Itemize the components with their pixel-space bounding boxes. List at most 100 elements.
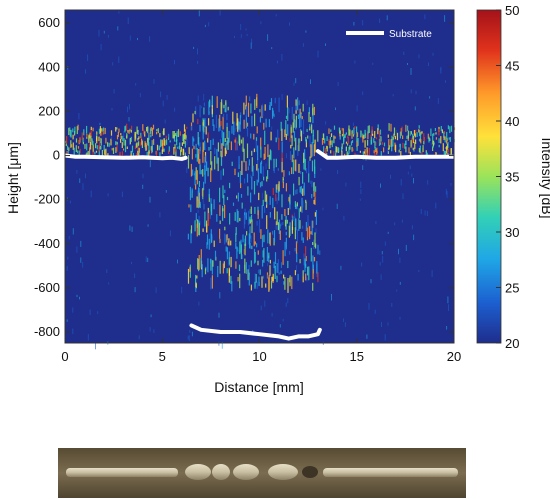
intensity-streak [237,277,239,282]
intensity-streak [275,158,277,168]
intensity-streak [225,100,227,106]
background-speckle [78,112,80,120]
intensity-streak [300,130,303,142]
background-speckle [85,69,86,74]
intensity-streak [236,246,238,259]
intensity-streak [124,145,127,153]
background-speckle [337,82,339,87]
intensity-streak [212,138,214,145]
intensity-streak [348,125,350,131]
intensity-streak [241,160,243,175]
intensity-streak [228,238,230,246]
background-speckle [362,19,364,26]
background-speckle [221,341,223,349]
intensity-streak [211,275,213,289]
background-speckle [218,341,220,346]
intensity-streak [230,141,232,151]
intensity-streak [204,211,206,227]
intensity-streak [116,145,118,152]
intensity-streak [251,115,253,127]
intensity-streak [377,128,379,135]
intensity-streak [148,150,150,158]
intensity-streak [390,139,392,147]
intensity-streak [234,139,236,143]
intensity-streak [237,192,239,202]
intensity-streak [244,178,246,184]
intensity-streak [120,139,122,143]
intensity-streak [282,250,284,265]
intensity-streak [375,137,378,140]
background-speckle [399,316,401,320]
background-speckle [82,262,84,268]
intensity-streak [195,274,197,283]
intensity-streak [412,133,414,140]
intensity-streak [105,137,107,144]
intensity-streak [343,137,345,145]
intensity-streak [223,132,225,147]
background-speckle [142,173,144,179]
background-speckle [288,108,290,114]
intensity-streak [216,149,218,164]
background-speckle [359,198,361,201]
background-speckle [261,103,263,108]
background-speckle [219,292,221,299]
intensity-streak [312,112,314,123]
intensity-streak [435,137,437,140]
intensity-streak [244,243,246,256]
photo-groove-right [323,468,458,477]
intensity-streak [226,268,228,274]
intensity-streak [419,145,421,154]
intensity-streak [406,135,408,139]
intensity-streak [203,102,205,107]
intensity-streak [231,125,233,134]
background-speckle [281,93,283,100]
intensity-streak [314,197,316,205]
intensity-streak [305,256,307,262]
intensity-streak [101,128,103,132]
intensity-streak [232,202,235,206]
intensity-streak [225,234,227,243]
intensity-streak [443,131,446,135]
intensity-streak [298,208,300,219]
intensity-streak [179,130,181,135]
intensity-streak [105,148,107,156]
background-speckle [381,251,383,255]
legend: Substrate [346,29,432,40]
intensity-streak [255,137,258,142]
background-speckle [384,241,386,246]
intensity-streak [374,149,376,158]
intensity-streak [399,143,401,150]
intensity-streak [183,134,185,141]
intensity-streak [279,230,281,240]
intensity-streak [414,142,416,149]
intensity-streak [225,246,227,252]
intensity-streak [236,209,238,223]
intensity-streak [210,167,212,182]
background-speckle [66,265,68,271]
intensity-streak [248,218,250,225]
intensity-streak [387,134,389,138]
intensity-streak [254,241,256,245]
intensity-streak [312,108,314,116]
intensity-streak [239,217,241,222]
y-tick-label: -200 [34,192,60,207]
intensity-streak [248,159,250,166]
background-speckle [186,138,188,146]
intensity-streak [423,140,425,145]
intensity-streak [206,220,208,232]
background-speckle [445,80,446,83]
intensity-streak [179,142,181,150]
intensity-streak [295,218,297,231]
intensity-streak [298,218,300,231]
background-speckle [424,14,426,20]
intensity-streak [314,191,317,198]
intensity-streak [371,129,373,136]
intensity-streak [144,131,146,137]
intensity-streak [339,133,341,137]
background-speckle [427,180,429,185]
intensity-streak [266,247,268,262]
background-speckle [166,95,168,100]
intensity-streak [363,134,365,139]
background-speckle [107,193,109,197]
intensity-streak [246,173,249,183]
